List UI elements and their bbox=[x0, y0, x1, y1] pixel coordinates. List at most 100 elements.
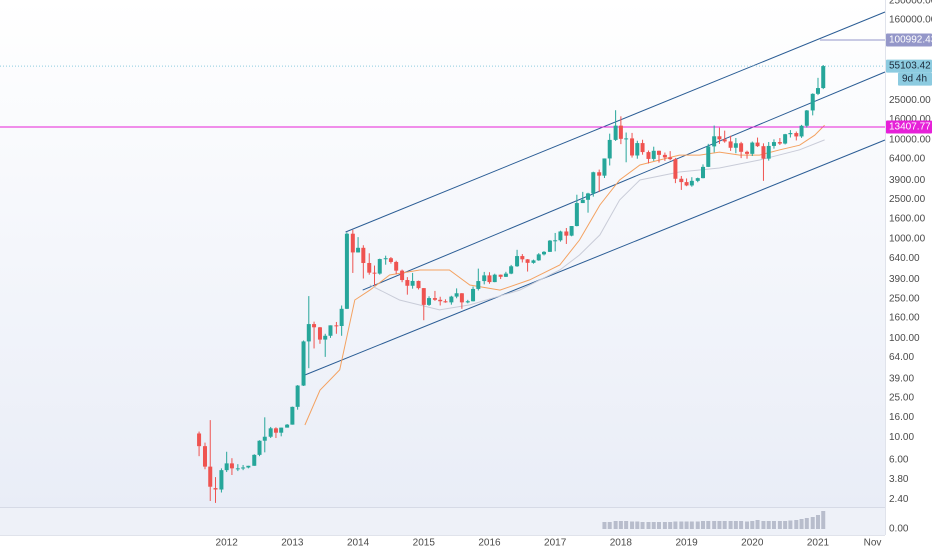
volume-bar bbox=[624, 521, 629, 529]
candle-body bbox=[673, 159, 678, 179]
volume-bar bbox=[668, 522, 673, 529]
candle-body bbox=[492, 274, 497, 283]
volume-bar bbox=[722, 521, 727, 529]
candle-body bbox=[432, 298, 437, 300]
candle-body bbox=[482, 275, 487, 282]
candle-body bbox=[651, 150, 656, 159]
volume-bar bbox=[755, 520, 760, 529]
candle-body bbox=[372, 272, 377, 274]
y-tick-label: 10000.00 bbox=[889, 134, 931, 145]
candle-body bbox=[262, 436, 267, 441]
candle-body bbox=[618, 125, 623, 139]
moving-average bbox=[369, 139, 825, 311]
candle-body bbox=[656, 150, 661, 155]
candle-body bbox=[564, 231, 569, 236]
y-tick-label: 3900.00 bbox=[889, 175, 926, 186]
candle-body bbox=[449, 296, 454, 303]
candle-body bbox=[574, 203, 579, 227]
candle-body bbox=[279, 427, 284, 433]
candle-body bbox=[520, 256, 525, 260]
candle-body bbox=[339, 308, 344, 326]
candle-body bbox=[416, 280, 421, 289]
volume-bar bbox=[640, 522, 645, 529]
candle-body bbox=[569, 226, 574, 236]
volume-bar bbox=[662, 522, 667, 529]
candle-body bbox=[476, 281, 481, 289]
volume-bar bbox=[739, 521, 744, 529]
volume-bar bbox=[799, 519, 804, 529]
volume-bar bbox=[821, 511, 826, 529]
candle-body bbox=[257, 440, 262, 455]
candle-body bbox=[728, 141, 733, 148]
x-tick-label: 2017 bbox=[544, 538, 567, 549]
candle-body bbox=[383, 258, 388, 260]
candle-body bbox=[306, 324, 311, 342]
candle-body bbox=[597, 172, 602, 176]
candle-body bbox=[438, 299, 443, 302]
volume-bar bbox=[618, 521, 623, 529]
axes: 0.00250000.00160000.0025000.0016000.0010… bbox=[216, 0, 932, 549]
price-pane bbox=[0, 0, 885, 507]
candle-body bbox=[465, 301, 470, 303]
candle-body bbox=[503, 273, 508, 277]
volume-bar bbox=[706, 521, 711, 529]
x-tick-label: 2012 bbox=[216, 538, 239, 549]
candle-body bbox=[290, 406, 295, 425]
y-tick-label: 25000.00 bbox=[889, 95, 931, 106]
candle-body bbox=[219, 470, 224, 490]
y-tick-label: 39.00 bbox=[889, 374, 914, 385]
candle-body bbox=[766, 145, 771, 159]
candle-body bbox=[536, 254, 541, 261]
y-tick-label: 160000.00 bbox=[889, 15, 932, 26]
y-tick-label: 16.00 bbox=[889, 412, 914, 423]
candle-body bbox=[443, 301, 448, 303]
candle-body bbox=[268, 428, 273, 437]
x-tick-label: Nov bbox=[864, 538, 882, 549]
candle-body bbox=[405, 280, 410, 286]
x-tick-label: 2013 bbox=[281, 538, 304, 549]
candle-body bbox=[356, 247, 361, 253]
candle-body bbox=[712, 136, 717, 147]
candle-body bbox=[377, 259, 382, 274]
price-tag-label: 13407.77 bbox=[889, 122, 931, 133]
candle-body bbox=[750, 142, 755, 154]
candle-body bbox=[197, 433, 202, 447]
candle-body bbox=[328, 325, 333, 336]
candle-body bbox=[295, 385, 300, 407]
volume-bar bbox=[815, 515, 820, 529]
volume-bar bbox=[651, 522, 656, 529]
candle-body bbox=[471, 288, 476, 302]
candle-body bbox=[241, 467, 246, 469]
price-tag bbox=[886, 33, 932, 47]
volume-bar bbox=[630, 521, 635, 529]
candle-body bbox=[679, 178, 684, 183]
candle-body bbox=[695, 178, 700, 181]
moving-average bbox=[304, 124, 825, 426]
volume-bar bbox=[646, 522, 651, 529]
volume-bar bbox=[684, 521, 689, 529]
y-tick-label: 25.00 bbox=[889, 393, 914, 404]
candle-body bbox=[739, 143, 744, 152]
x-tick-label: 2019 bbox=[675, 538, 698, 549]
candle-body bbox=[547, 240, 552, 252]
countdown: 9d 4h bbox=[902, 74, 927, 85]
candle-body bbox=[553, 240, 558, 242]
candle-body bbox=[580, 199, 585, 204]
volume-bar bbox=[689, 521, 694, 529]
candle-body bbox=[388, 258, 393, 262]
candle-body bbox=[810, 93, 815, 111]
volume-bar bbox=[712, 521, 717, 529]
candle-body bbox=[252, 454, 257, 466]
candle-body bbox=[635, 143, 640, 156]
y-tick-label: 6400.00 bbox=[889, 154, 926, 165]
candle-body bbox=[317, 327, 322, 340]
candle-body bbox=[312, 324, 317, 328]
volume-bar bbox=[701, 521, 706, 529]
volume-bar bbox=[656, 522, 661, 529]
candle-body bbox=[783, 134, 788, 144]
candle-body bbox=[804, 110, 809, 126]
volume-bar bbox=[602, 522, 607, 529]
volume-bar bbox=[766, 521, 771, 529]
candle-body bbox=[701, 166, 706, 179]
